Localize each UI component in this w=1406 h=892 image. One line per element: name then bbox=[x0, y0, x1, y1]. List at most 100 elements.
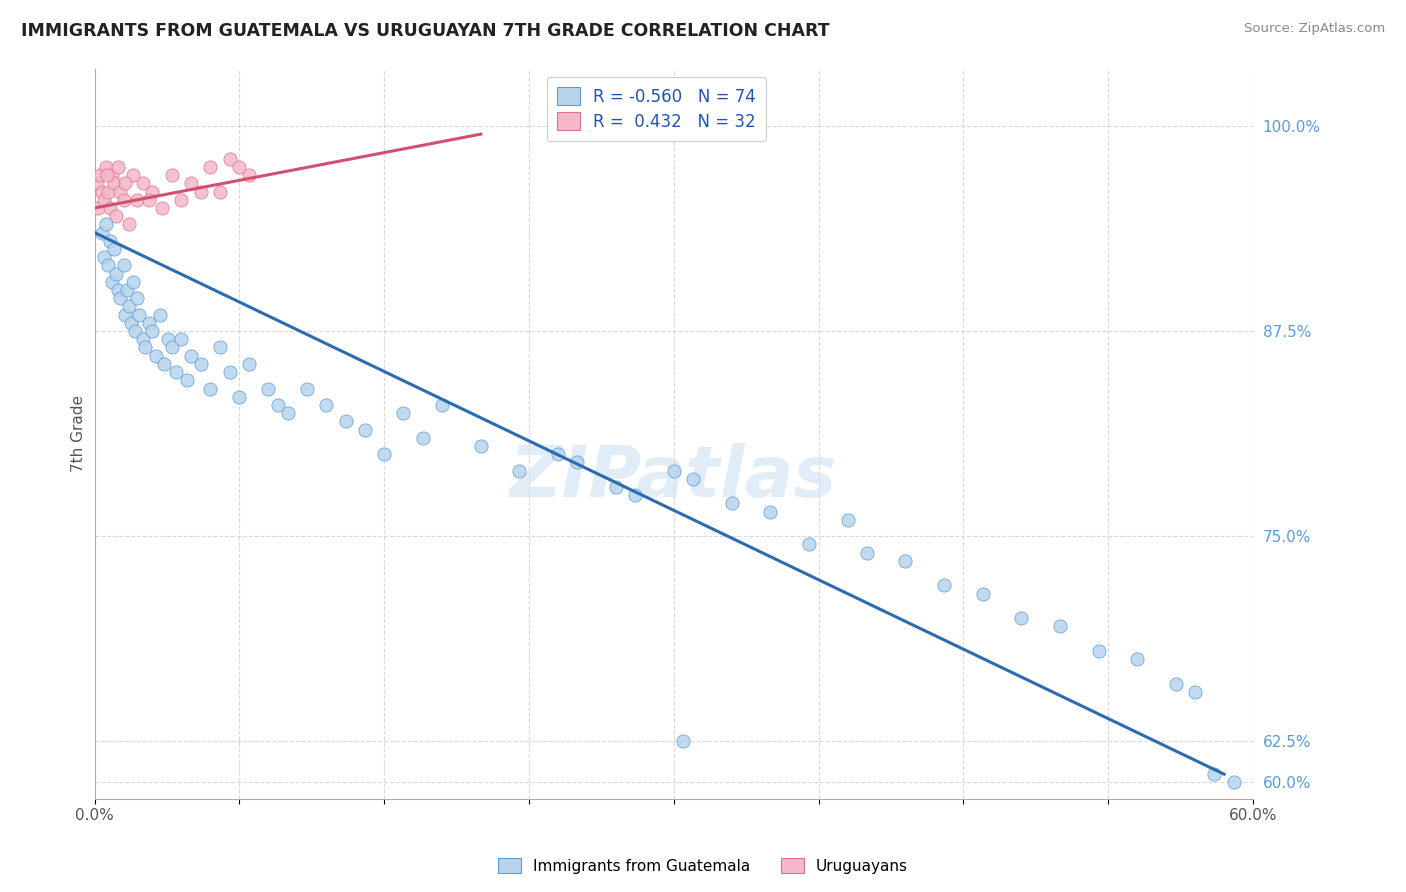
Point bbox=[277, 406, 299, 420]
Point bbox=[150, 201, 173, 215]
Point bbox=[373, 447, 395, 461]
Point bbox=[837, 513, 859, 527]
Point bbox=[430, 398, 453, 412]
Point bbox=[117, 283, 139, 297]
Point bbox=[122, 168, 145, 182]
Point bbox=[170, 193, 193, 207]
Point bbox=[856, 546, 879, 560]
Point bbox=[932, 578, 955, 592]
Point bbox=[91, 185, 114, 199]
Text: Source: ZipAtlas.com: Source: ZipAtlas.com bbox=[1244, 22, 1385, 36]
Point bbox=[141, 324, 163, 338]
Point bbox=[118, 300, 141, 314]
Point bbox=[605, 480, 627, 494]
Point bbox=[470, 439, 492, 453]
Point bbox=[315, 398, 337, 412]
Point bbox=[1184, 685, 1206, 699]
Point bbox=[547, 447, 569, 461]
Point bbox=[125, 291, 148, 305]
Point bbox=[508, 464, 530, 478]
Legend: Immigrants from Guatemala, Uruguayans: Immigrants from Guatemala, Uruguayans bbox=[492, 852, 914, 880]
Point bbox=[267, 398, 290, 412]
Point bbox=[662, 464, 685, 478]
Point bbox=[672, 734, 695, 748]
Point bbox=[1204, 767, 1226, 781]
Point bbox=[101, 275, 124, 289]
Point bbox=[1126, 652, 1149, 666]
Point bbox=[567, 455, 589, 469]
Point bbox=[107, 283, 129, 297]
Point bbox=[120, 316, 142, 330]
Point bbox=[160, 341, 183, 355]
Point bbox=[134, 341, 156, 355]
Point bbox=[97, 185, 120, 199]
Point bbox=[97, 259, 120, 273]
Point bbox=[165, 365, 187, 379]
Point bbox=[624, 488, 647, 502]
Point bbox=[218, 365, 240, 379]
Point bbox=[98, 234, 121, 248]
Point bbox=[335, 414, 357, 428]
Point bbox=[96, 168, 118, 182]
Point bbox=[104, 267, 127, 281]
Point bbox=[190, 357, 212, 371]
Point bbox=[122, 275, 145, 289]
Point bbox=[138, 193, 160, 207]
Point bbox=[96, 218, 118, 232]
Point bbox=[156, 332, 179, 346]
Point bbox=[118, 218, 141, 232]
Point bbox=[132, 177, 155, 191]
Point bbox=[124, 324, 146, 338]
Point bbox=[720, 496, 742, 510]
Point bbox=[86, 177, 108, 191]
Point bbox=[200, 160, 222, 174]
Point bbox=[209, 185, 232, 199]
Point bbox=[257, 382, 280, 396]
Point bbox=[103, 242, 125, 256]
Point bbox=[228, 160, 250, 174]
Point bbox=[103, 177, 125, 191]
Text: ZIPatlas: ZIPatlas bbox=[510, 443, 838, 512]
Point bbox=[238, 168, 260, 182]
Point bbox=[392, 406, 415, 420]
Point bbox=[972, 587, 994, 601]
Legend: R = -0.560   N = 74, R =  0.432   N = 32: R = -0.560 N = 74, R = 0.432 N = 32 bbox=[547, 77, 766, 141]
Point bbox=[1164, 677, 1187, 691]
Point bbox=[145, 349, 167, 363]
Point bbox=[218, 152, 240, 166]
Point bbox=[153, 357, 176, 371]
Point bbox=[1010, 611, 1032, 625]
Point bbox=[149, 308, 172, 322]
Point bbox=[108, 291, 131, 305]
Point bbox=[170, 332, 193, 346]
Point bbox=[180, 177, 202, 191]
Point bbox=[93, 250, 115, 264]
Point bbox=[759, 505, 782, 519]
Point bbox=[894, 554, 917, 568]
Point bbox=[209, 341, 232, 355]
Point bbox=[107, 160, 129, 174]
Point bbox=[112, 193, 135, 207]
Point bbox=[354, 423, 377, 437]
Point bbox=[180, 349, 202, 363]
Point bbox=[682, 472, 704, 486]
Point bbox=[1049, 619, 1071, 633]
Point bbox=[797, 537, 820, 551]
Point bbox=[228, 390, 250, 404]
Point bbox=[108, 185, 131, 199]
Point bbox=[238, 357, 260, 371]
Point bbox=[141, 185, 163, 199]
Point bbox=[160, 168, 183, 182]
Point bbox=[200, 382, 222, 396]
Point bbox=[104, 209, 127, 223]
Point bbox=[132, 332, 155, 346]
Y-axis label: 7th Grade: 7th Grade bbox=[72, 395, 86, 472]
Point bbox=[125, 193, 148, 207]
Point bbox=[93, 193, 115, 207]
Point bbox=[1087, 644, 1109, 658]
Point bbox=[114, 308, 136, 322]
Point bbox=[128, 308, 150, 322]
Point bbox=[87, 201, 110, 215]
Point bbox=[176, 373, 198, 387]
Point bbox=[114, 177, 136, 191]
